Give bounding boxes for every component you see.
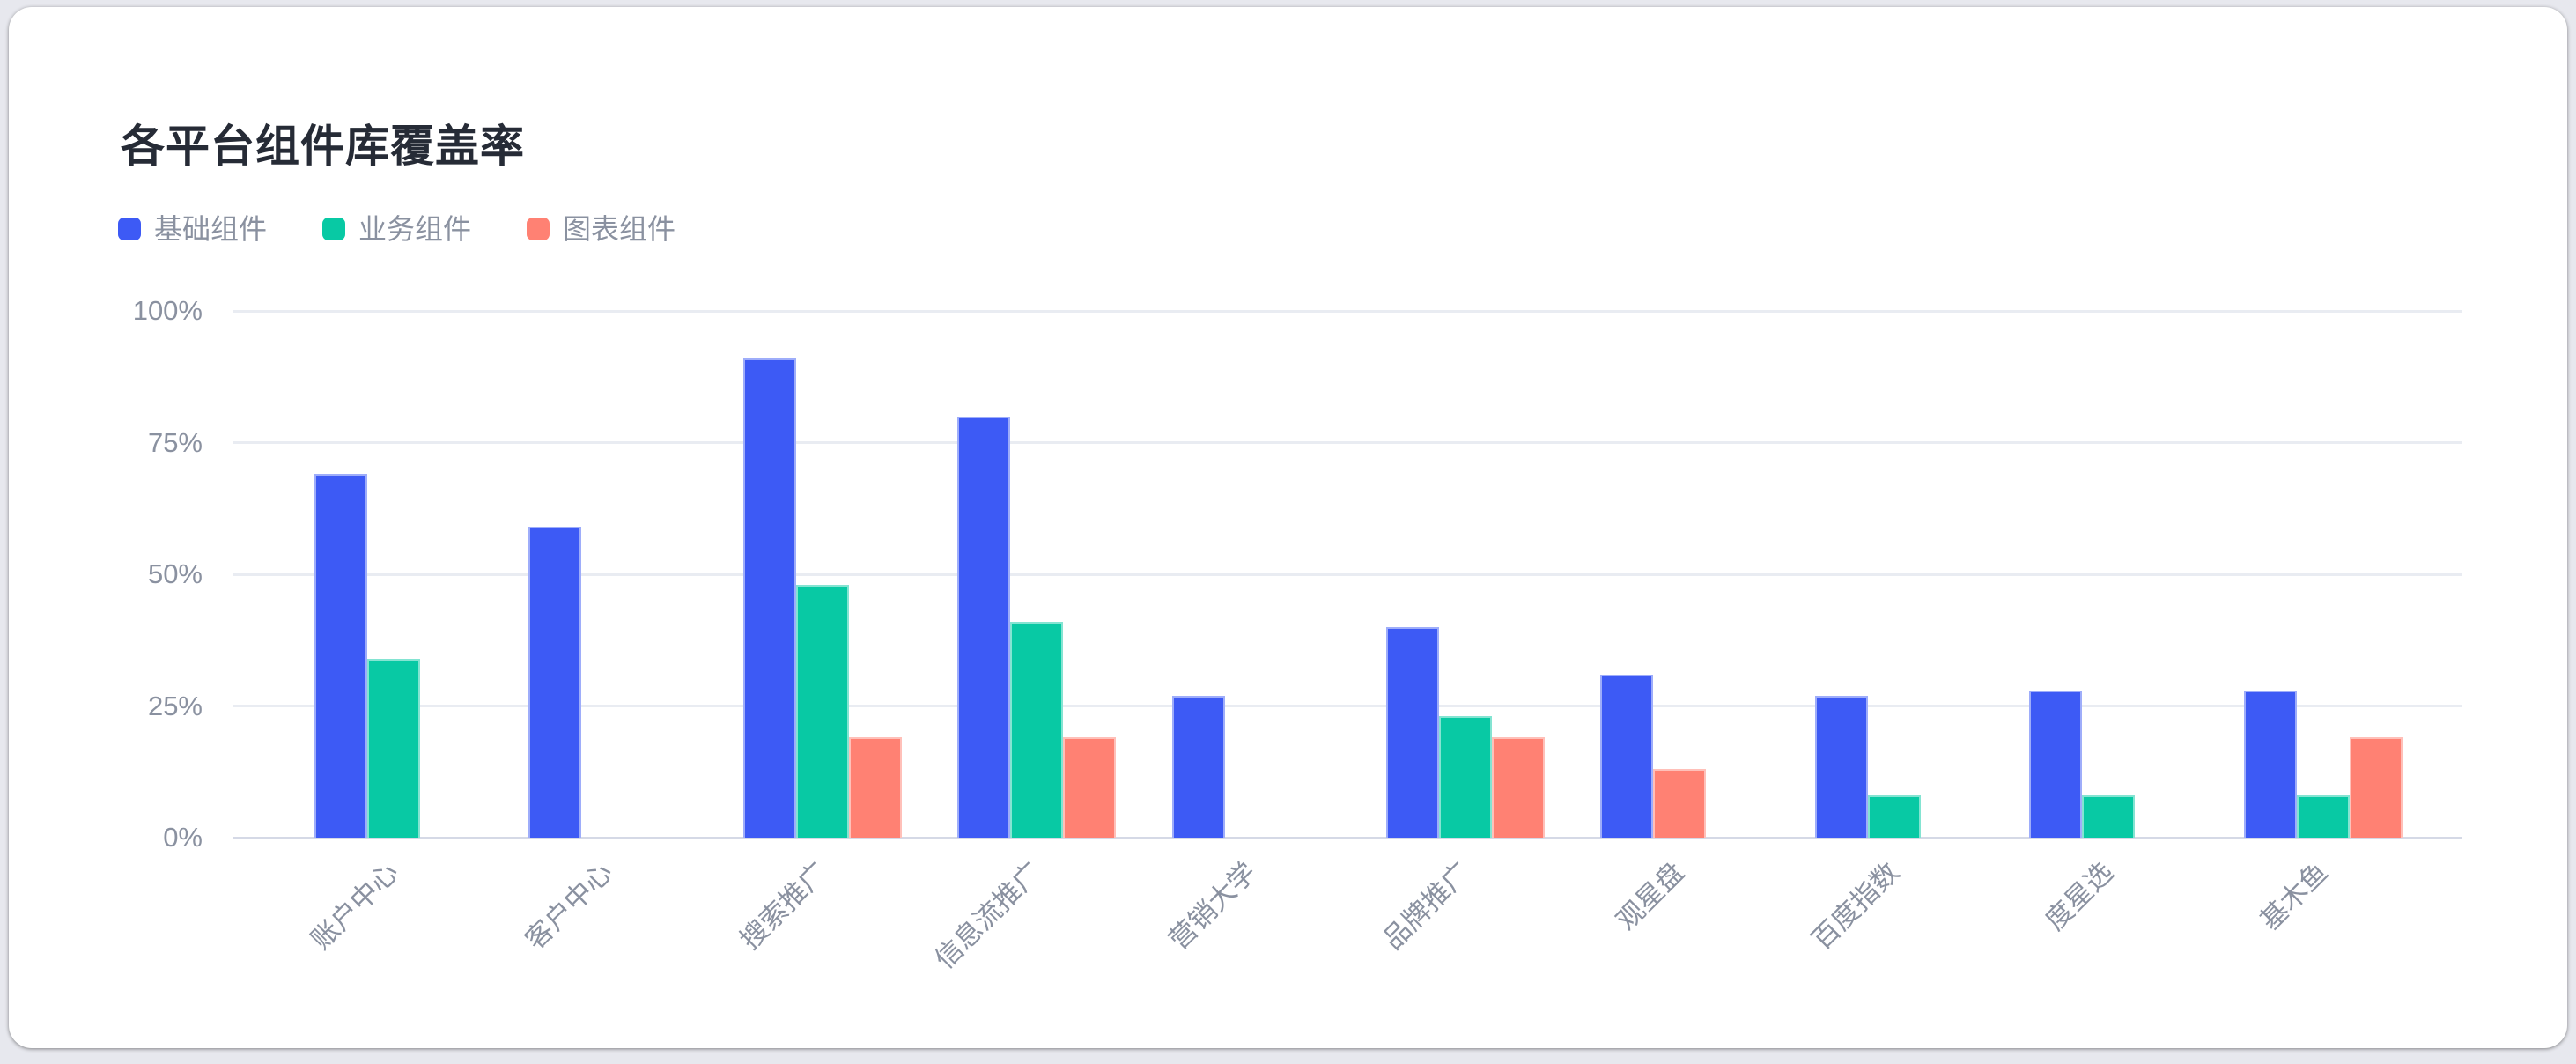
x-axis-label: 营销大学 [1163, 856, 1262, 956]
x-axis-label: 信息流推广 [928, 856, 1048, 975]
y-axis-tick-label: 25% [147, 690, 203, 721]
bar-业务组件-品牌推广[interactable] [1439, 716, 1492, 838]
legend-item[interactable]: 基础组件 [118, 213, 268, 245]
bar-基础组件-度星选[interactable] [2029, 691, 2082, 838]
x-axis-label: 账户中心 [305, 856, 405, 956]
plot-area: 0% 25% 50% 75% 100% 账户中心 客户中心 搜索推广 信息流推广 营销大学 品牌推广… [9, 7, 2576, 1064]
legend-swatch [322, 218, 346, 240]
legend: 基础组件 业务组件 图表组件 [118, 213, 731, 245]
x-axis-label: 客户中心 [520, 856, 619, 956]
x-axis-label: 观星盘 [1610, 856, 1691, 936]
legend-swatch [118, 218, 141, 240]
bar-基础组件-品牌推广[interactable] [1386, 627, 1439, 838]
x-axis-label: 搜索推广 [734, 856, 833, 956]
legend-swatch [527, 218, 550, 240]
gridline [233, 705, 2462, 707]
bar-业务组件-信息流推广[interactable] [1010, 622, 1063, 838]
bar-图表组件-观星盘[interactable] [1653, 769, 1706, 838]
bar-基础组件-客户中心[interactable] [528, 527, 581, 838]
x-axis-label: 百度指数 [1805, 856, 1905, 956]
bar-业务组件-账户中心[interactable] [367, 659, 420, 838]
legend-item-label: 图表组件 [563, 213, 676, 245]
y-axis-tick-label: 100% [132, 295, 203, 326]
x-axis-label: 基木鱼 [2254, 856, 2334, 936]
chart-title: 各平台组件库覆盖率 [121, 122, 525, 171]
bar-基础组件-搜索推广[interactable] [743, 358, 796, 838]
legend-item-label: 业务组件 [358, 213, 472, 245]
bar-基础组件-账户中心[interactable] [314, 474, 367, 838]
bar-基础组件-信息流推广[interactable] [957, 417, 1010, 838]
bar-基础组件-观星盘[interactable] [1600, 675, 1653, 838]
y-axis-tick-label: 50% [147, 558, 203, 589]
y-axis-tick-label: 0% [163, 822, 203, 853]
bar-图表组件-品牌推广[interactable] [1492, 737, 1545, 838]
bar-业务组件-搜索推广[interactable] [796, 585, 849, 838]
bar-基础组件-百度指数[interactable] [1815, 696, 1868, 838]
x-axis-label: 度星选 [2039, 856, 2120, 936]
legend-item[interactable]: 业务组件 [322, 213, 472, 245]
gridline [233, 309, 2462, 313]
bar-图表组件-搜索推广[interactable] [849, 737, 902, 838]
y-axis-tick-label: 75% [147, 426, 203, 458]
bar-业务组件-度星选[interactable] [2082, 795, 2135, 838]
bar-图表组件-信息流推广[interactable] [1063, 737, 1116, 838]
x-axis-line [233, 836, 2462, 839]
legend-item-label: 基础组件 [154, 213, 268, 245]
bar-基础组件-基木鱼[interactable] [2244, 691, 2297, 838]
chart-card: 各平台组件库覆盖率 基础组件 业务组件 图表组件 0% 25% 50% 75% 100% 账户… [9, 7, 2567, 1048]
gridline [233, 441, 2462, 444]
bar-图表组件-基木鱼[interactable] [2350, 737, 2403, 838]
legend-item[interactable]: 图表组件 [527, 213, 676, 245]
bar-业务组件-基木鱼[interactable] [2297, 795, 2350, 838]
bar-基础组件-营销大学[interactable] [1172, 696, 1225, 838]
x-axis-label: 品牌推广 [1377, 856, 1477, 956]
bar-业务组件-百度指数[interactable] [1868, 795, 1921, 838]
gridline [233, 573, 2462, 576]
